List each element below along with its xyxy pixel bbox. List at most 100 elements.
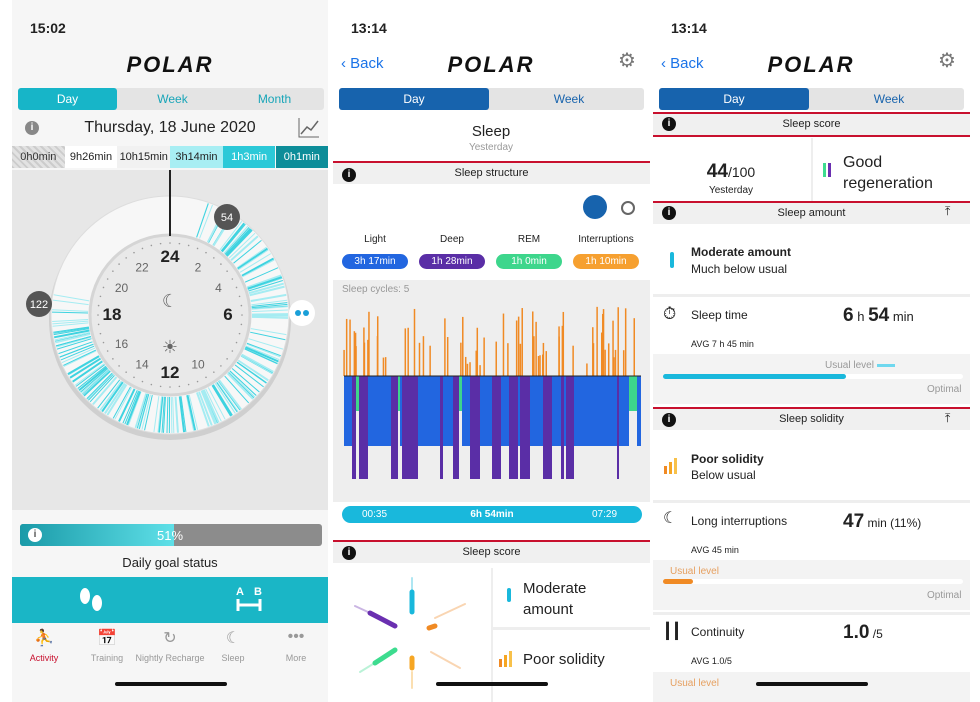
element xyxy=(298,118,319,138)
nav-item[interactable]: Activity xyxy=(29,653,59,663)
dial-stripe xyxy=(216,381,239,412)
activity-level: 3h14min xyxy=(170,146,223,168)
dial-stripe xyxy=(161,396,165,433)
back-label: Back xyxy=(670,55,704,72)
graph-toggle[interactable] xyxy=(583,195,607,219)
dial-stripe xyxy=(138,393,149,429)
stage-block xyxy=(552,376,558,446)
sun-icon: ☀ xyxy=(162,337,178,357)
info-icon[interactable]: i xyxy=(662,206,676,220)
dial-dot xyxy=(97,314,99,316)
header-text: Sleep solidity xyxy=(779,413,844,425)
dial-stripe xyxy=(104,382,126,415)
dial-stripe xyxy=(219,221,243,251)
back-button[interactable]: ‹ Back xyxy=(341,55,384,72)
dial-stripe xyxy=(242,259,275,278)
sleep-details-screen: 13:14 ‹ Back POLAR ⚙ Day Week Sleep scor… xyxy=(653,0,970,702)
info-icon[interactable]: i xyxy=(25,121,39,135)
dial-stripe xyxy=(229,370,257,396)
element xyxy=(426,623,438,631)
tab[interactable]: Day xyxy=(18,88,117,110)
level-area xyxy=(653,672,970,702)
settings-icon[interactable]: ⚙ xyxy=(618,50,636,72)
element xyxy=(367,589,438,671)
dial-dot xyxy=(150,244,153,247)
dial-hour: 18 xyxy=(103,305,122,324)
back-button[interactable]: ‹ Back xyxy=(661,55,704,72)
element xyxy=(372,647,398,666)
stage-block xyxy=(558,376,561,446)
dial-stripe xyxy=(74,363,105,386)
avg: AVG 45 min xyxy=(691,545,739,555)
collapse-icon[interactable]: ⤒ xyxy=(945,411,951,425)
dial-stripe xyxy=(240,355,273,374)
back-label: Back xyxy=(350,55,384,72)
tab[interactable]: Day xyxy=(659,88,809,110)
stage-block xyxy=(574,376,583,446)
dial-hour: 14 xyxy=(135,357,149,371)
cursor-dot xyxy=(295,310,301,316)
tab-bar: Day Week xyxy=(659,88,964,110)
home-indicator xyxy=(436,682,548,686)
dial-stripe xyxy=(225,228,252,256)
dial-stripe xyxy=(234,364,264,388)
cycle-toggle[interactable] xyxy=(621,201,635,215)
info-icon[interactable]: i xyxy=(342,546,356,560)
level-area xyxy=(653,560,970,610)
score: 44/100 xyxy=(707,162,755,181)
dial-stripe xyxy=(54,333,91,343)
nav-item[interactable]: More xyxy=(285,653,307,663)
tab[interactable]: Week xyxy=(157,92,188,106)
interruptions: 47 min (11%) xyxy=(843,512,921,531)
tab[interactable]: Month xyxy=(257,92,292,106)
score-item: Poor solidity xyxy=(523,651,605,668)
activity-screen: 15:02 POLAR Day Week Month i Thursday, 1… xyxy=(12,0,328,702)
divider xyxy=(811,138,813,202)
tab[interactable]: Week xyxy=(553,92,585,106)
element xyxy=(504,655,507,667)
dial-dot xyxy=(97,323,100,326)
dial-dot xyxy=(141,247,144,250)
dial-stripe xyxy=(251,306,288,310)
dial-dot xyxy=(187,383,190,386)
dial-stripe xyxy=(185,395,195,431)
header-text: Sleep score xyxy=(462,546,521,558)
info-icon[interactable]: i xyxy=(28,528,42,542)
stage-block xyxy=(410,376,418,479)
dial-stripe xyxy=(196,392,210,427)
stage-block xyxy=(610,376,615,446)
trend-icon[interactable] xyxy=(298,117,320,139)
dial-stripe xyxy=(238,249,269,271)
dial-stripe xyxy=(97,379,121,409)
dial-stripe xyxy=(237,360,269,382)
dial-dot xyxy=(231,278,234,280)
nav-item[interactable]: Nightly Recharge xyxy=(135,653,205,663)
settings-icon[interactable]: ⚙ xyxy=(938,50,956,72)
dial-stripe xyxy=(248,338,284,350)
info-icon[interactable]: i xyxy=(662,413,676,427)
info-icon[interactable]: i xyxy=(662,117,676,131)
dial-stripe xyxy=(241,354,274,373)
element xyxy=(80,588,90,604)
dial-stripe xyxy=(250,328,287,336)
tab[interactable]: Day xyxy=(339,88,489,110)
dial-stripe xyxy=(124,390,140,425)
dial-dot xyxy=(187,244,190,247)
collapse-icon[interactable]: ⤒ xyxy=(945,204,951,218)
nav-item[interactable]: Sleep xyxy=(221,653,245,663)
nav-item[interactable]: Training xyxy=(90,653,124,663)
info-icon[interactable]: i xyxy=(342,168,356,182)
stage-block xyxy=(398,376,400,411)
cursor-bubble xyxy=(289,300,315,326)
section-header: Sleep score xyxy=(653,112,970,137)
dial-stripe xyxy=(201,390,218,424)
optimal: Optimal xyxy=(927,384,962,395)
dial-stripe xyxy=(52,322,89,327)
tab[interactable]: Week xyxy=(873,92,905,106)
stage-name: Deep xyxy=(440,234,464,245)
avg: AVG 7 h 45 min xyxy=(691,339,754,349)
stage-block xyxy=(400,376,402,446)
steps-icon[interactable] xyxy=(76,585,106,615)
dial-dot xyxy=(133,376,135,379)
